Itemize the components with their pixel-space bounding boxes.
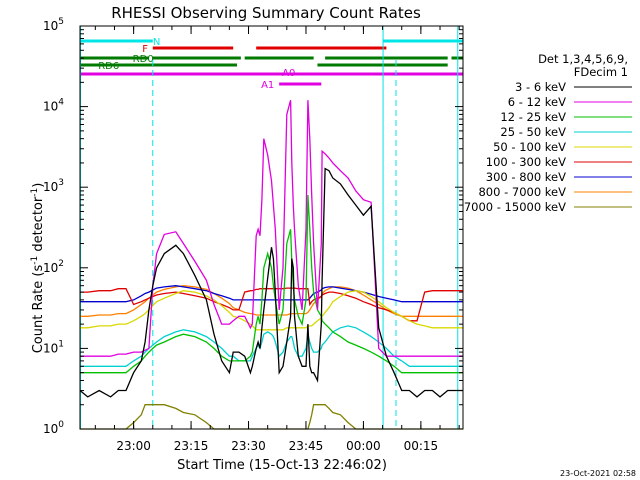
y-tick-label-base: 10 [43,341,58,355]
y-tick-label-exp: 3 [58,178,64,188]
series-line [80,285,463,303]
x-axis-label: Start Time (15-Oct-13 22:46:02) [177,458,387,473]
y-tick-label: 100 [43,420,64,436]
legend-entry-label: 300 - 800 keV [486,170,566,184]
flag-label: A1 [261,80,274,91]
y-tick-label-exp: 2 [58,259,64,269]
y-tick-label-exp: 5 [58,17,64,27]
flag-label: F [142,44,148,55]
chart-title: RHESSI Observing Summary Count Rates [111,4,421,22]
x-tick-label: 23:30 [231,439,266,453]
y-axis-label-exp: -1 [30,188,40,197]
series-line [80,285,463,317]
y-tick-label: 101 [43,339,64,355]
x-tick-label: 23:00 [116,439,151,453]
y-tick-label-exp: 1 [58,339,64,349]
legend-entry-label: 800 - 7000 keV [478,185,566,199]
legend-entry-label: 6 - 12 keV [508,95,566,109]
y-tick-label-exp: 0 [58,420,64,430]
legend-entry-label: 12 - 25 keV [500,110,566,124]
y-axis-label-text: detector [31,196,46,256]
x-tick-label: 23:45 [289,439,324,453]
y-tick-label-base: 10 [43,180,58,194]
legend-entry-label: 50 - 100 keV [493,140,566,154]
y-axis-label-text: ) [31,183,46,188]
flag-label: A0 [282,68,295,79]
series-lines [79,100,463,430]
flag-label: RD6 [98,61,119,72]
legend-entry-label: 3 - 6 keV [515,80,566,94]
y-tick-label: 105 [43,17,64,33]
y-tick-label-exp: 4 [58,98,64,108]
legend-header: FDecim 1 [574,65,628,79]
y-tick-label-base: 10 [43,261,58,275]
series-line [79,167,463,398]
y-tick-label-base: 10 [43,19,58,33]
y-tick-label-base: 10 [43,422,58,436]
x-tick-label: 23:15 [174,439,209,453]
y-tick-label: 102 [43,259,64,275]
legend-header: Det 1,3,4,5,6,9, [538,52,628,66]
series-line [80,290,463,331]
legend-entry-label: 100 - 300 keV [486,155,566,169]
legend-entry-label: 7000 - 15000 keV [464,200,566,214]
flag-label: N [153,37,160,48]
series-line [80,404,463,430]
y-tick-label: 104 [43,98,64,114]
generated-timestamp: 23-Oct-2021 02:58 [560,469,636,478]
legend-entry-label: 25 - 50 keV [500,125,566,139]
flag-label: RD0 [133,54,154,65]
x-tick-label: 00:15 [404,439,439,453]
series-line [80,325,463,367]
x-axis: 23:00 23:15 23:30 23:45 00:00 00:15 [94,26,460,453]
x-tick-label: 00:00 [346,439,381,453]
y-axis-label-exp: -1 [30,256,40,265]
y-tick-label: 103 [43,178,64,194]
y-axis-label-text: Count Rate (s [31,265,46,354]
plot-frame [79,25,464,430]
y-tick-label-base: 10 [43,100,58,114]
series-line [80,194,463,374]
y-axis-label: Count Rate (s-1 detector-1) [30,183,46,354]
